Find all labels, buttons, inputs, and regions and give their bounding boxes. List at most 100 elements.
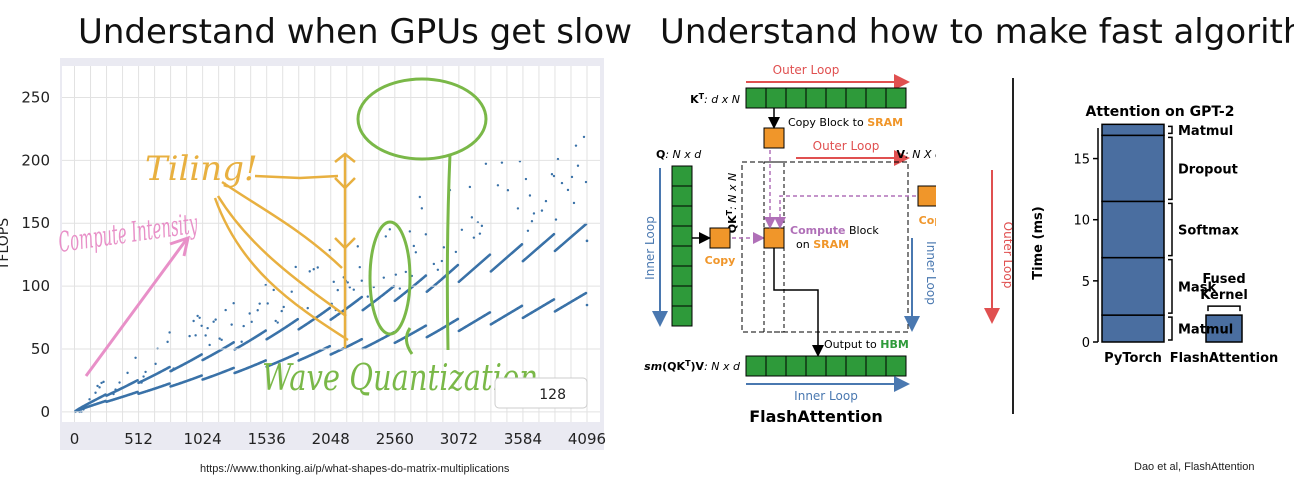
data-point (312, 268, 315, 271)
y-tick-label: 150 (21, 214, 50, 232)
tiling-arrow-low (334, 237, 356, 250)
data-point (412, 244, 416, 248)
x-tick-label: 3584 (504, 430, 542, 448)
y-tick-label: 250 (21, 88, 50, 106)
tiling-stroke-3 (213, 197, 349, 342)
data-point (296, 351, 300, 355)
data-point (276, 321, 279, 324)
data-point (356, 245, 359, 248)
copy-block-label: Copy Block to SRAM (788, 116, 903, 129)
data-point (206, 326, 209, 330)
x-tick-label: 2560 (376, 430, 414, 448)
bar-axes: 0 5 10 15 (1073, 128, 1099, 351)
data-point (552, 174, 556, 178)
matrix-block (671, 205, 693, 227)
data-point (424, 233, 428, 236)
output-arrow (773, 248, 824, 357)
data-point (432, 262, 436, 266)
bar-chart-title: Attention on GPT-2 (1086, 104, 1235, 120)
data-point (382, 276, 385, 279)
data-point (442, 246, 446, 249)
data-point (296, 317, 300, 321)
fused-bracket (1207, 305, 1241, 312)
matrix-block (671, 265, 693, 287)
data-point (332, 280, 335, 284)
x-tick-label: 0 (70, 430, 80, 448)
data-point (264, 359, 267, 362)
copy-label-q: Copy (705, 254, 736, 267)
data-point (554, 218, 558, 221)
wave-quant-circle-mid (368, 220, 412, 336)
outer-loop-label-top: Outer Loop (773, 63, 840, 77)
outer-loop-right-svg: Outer Loop (984, 170, 1015, 324)
bar-y-tick-label: 0 (1082, 336, 1090, 351)
bar-segment (1101, 123, 1165, 137)
data-point (484, 162, 488, 165)
data-point (556, 157, 560, 161)
data-point (404, 270, 408, 274)
y-tick-label: 100 (21, 277, 50, 295)
data-point (88, 398, 91, 401)
data-point (232, 302, 235, 305)
data-point (456, 263, 460, 267)
matrix-block (865, 355, 887, 377)
data-point (552, 298, 556, 301)
data-point (360, 295, 364, 299)
data-point (570, 175, 574, 179)
data-point (585, 239, 589, 243)
matrix-block (805, 355, 827, 377)
data-point (544, 199, 548, 203)
flashattention-svg: Outer Loop KT: d x N Copy Block to SRAM … (643, 63, 977, 426)
data-point (192, 319, 195, 323)
data-point (530, 220, 534, 223)
data-point (550, 173, 554, 176)
qkt-label: QKT: N x N (725, 173, 739, 234)
x-tick-label: 1536 (248, 430, 286, 448)
q-label: Q: N x d (656, 148, 702, 161)
matrix-block (671, 185, 693, 207)
left-slide-title: Understand when GPUs get slow (78, 12, 633, 52)
data-point (280, 309, 283, 313)
x-tick-label: 3072 (440, 430, 478, 448)
data-point (496, 184, 500, 187)
segment-label: Dropout (1178, 162, 1238, 177)
matrix-block (885, 87, 907, 109)
data-point (524, 177, 528, 181)
data-point (168, 365, 171, 369)
legend-box (494, 377, 588, 409)
data-point (290, 290, 293, 293)
output-label: sm(QKT)V: N x d (644, 359, 741, 373)
data-point (126, 371, 129, 375)
data-point (528, 194, 532, 197)
attention-bar-chart: Attention on GPT-2 Time (ms) 0 5 10 15 Matm… (1016, 58, 1294, 378)
data-point (352, 288, 355, 291)
bar-segment (1101, 200, 1165, 259)
data-point (264, 329, 267, 332)
copy-block-v (917, 185, 939, 207)
data-point (384, 235, 388, 238)
v-label: V: N X d (897, 148, 936, 161)
segment-bracket (1168, 202, 1173, 257)
data-point (96, 384, 99, 388)
plot-series (74, 135, 589, 414)
matrix-block (805, 87, 827, 109)
data-point (572, 201, 576, 205)
data-point (308, 270, 311, 273)
source-right: Dao et al, FlashAttention (1134, 461, 1255, 473)
matrix-block (671, 285, 693, 307)
data-point (224, 308, 227, 312)
data-point (366, 295, 369, 298)
data-point (358, 265, 361, 269)
data-point (142, 375, 145, 378)
data-point (516, 207, 520, 210)
bar-category-label: PyTorch (1104, 351, 1162, 366)
flashattention-diagram: Outer Loop KT: d x N Copy Block to SRAM … (636, 58, 977, 438)
data-point (526, 229, 530, 232)
outer-loop-label-inner: Outer Loop (813, 139, 880, 153)
data-point (478, 232, 482, 235)
data-point (328, 248, 331, 252)
data-point (200, 324, 203, 328)
data-point (204, 334, 207, 337)
output-to-hbm-label: Output to HBM (824, 338, 909, 351)
data-point (584, 291, 588, 295)
